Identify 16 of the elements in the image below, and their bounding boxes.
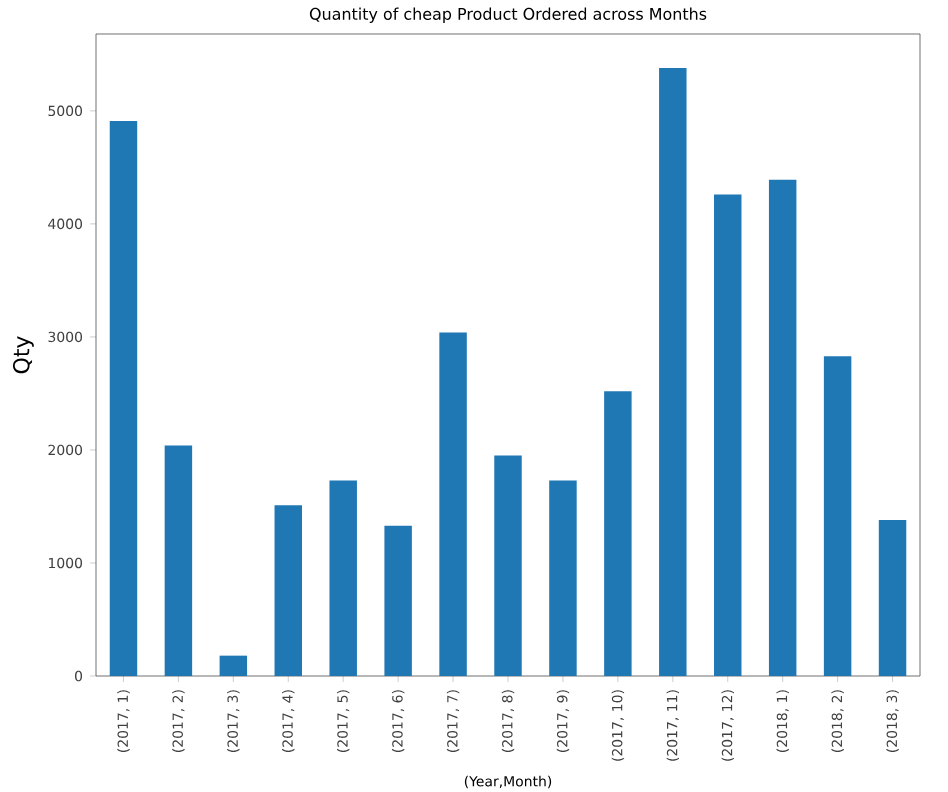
bar bbox=[219, 655, 248, 676]
bar bbox=[329, 480, 357, 676]
bar bbox=[878, 520, 907, 676]
bar bbox=[768, 179, 797, 676]
bar bbox=[494, 455, 522, 676]
bar bbox=[549, 480, 577, 676]
bar bbox=[109, 121, 138, 676]
bar bbox=[164, 445, 193, 676]
y-axis-title: Qty bbox=[12, 336, 34, 374]
bar bbox=[823, 356, 852, 676]
bar bbox=[604, 391, 632, 676]
bar bbox=[714, 194, 742, 676]
bar bbox=[439, 332, 467, 676]
bar bbox=[384, 525, 412, 676]
bar bbox=[274, 505, 302, 676]
bar bbox=[659, 67, 687, 676]
